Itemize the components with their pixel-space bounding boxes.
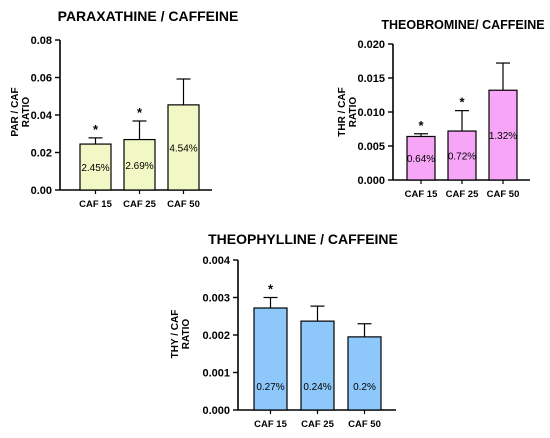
chart-title: THEOBROMINE/ CAFFEINE	[381, 18, 544, 32]
bar	[406, 135, 436, 181]
bar-value-label: 0.64%	[407, 154, 435, 165]
significance-marker: *	[137, 105, 143, 120]
y-tick-label: 0.001	[202, 368, 230, 380]
y-tick-label: 0.02	[31, 148, 52, 160]
x-tick-label: CAF 25	[123, 199, 156, 210]
bar-value-label: 4.54%	[169, 143, 197, 154]
y-axis-label: PAR / CAF RATIO	[10, 87, 32, 136]
y-tick-label: 0.04	[31, 110, 53, 122]
y-axis-label-line: PAR / CAF	[10, 87, 21, 136]
y-axis-label-line: RATIO	[21, 97, 32, 128]
y-axis-label-line: THR / CAF	[337, 87, 348, 136]
bar-value-label: 0.27%	[256, 382, 284, 393]
x-tick-label: CAF 50	[167, 199, 200, 210]
x-tick-label: CAF 15	[405, 189, 438, 200]
y-tick-label: 0.00	[31, 185, 52, 197]
y-axis-label-line: RATIO	[181, 319, 192, 350]
y-tick-label: 0.005	[357, 141, 385, 153]
significance-marker: *	[418, 118, 424, 133]
y-tick-label: 0.06	[31, 73, 52, 85]
bar	[488, 89, 518, 181]
bar	[123, 138, 156, 191]
y-tick-label: 0.08	[31, 35, 52, 47]
theophylline-chart: THEOPHYLLINE / CAFFEINE 0.000 0.001 0.002 0…	[170, 231, 398, 430]
bar-value-label: 2.69%	[125, 161, 153, 172]
y-tick-label: 0.010	[357, 107, 385, 119]
significance-marker: *	[93, 122, 99, 137]
x-tick-label: CAF 15	[254, 419, 287, 430]
theobromine-chart: THEOBROMINE/ CAFFEINE 0.000 0.005 0.010 0.0…	[337, 18, 545, 200]
bar-value-label: 1.32%	[489, 131, 517, 142]
bar	[300, 320, 335, 411]
y-tick-label: 0.000	[202, 405, 230, 417]
bar	[347, 336, 382, 411]
bar	[253, 307, 288, 411]
x-tick-label: CAF 25	[301, 419, 334, 430]
bar-value-label: 0.2%	[353, 382, 376, 393]
x-tick-label: CAF 15	[79, 199, 112, 210]
y-axis-label: THR / CAF RATIO	[337, 87, 359, 136]
x-tick-label: CAF 50	[487, 189, 520, 200]
y-tick-label: 0.003	[202, 293, 230, 305]
significance-marker: *	[268, 282, 274, 297]
bar	[167, 104, 200, 191]
y-tick-label: 0.004	[202, 255, 230, 267]
x-tick-label: CAF 25	[446, 189, 479, 200]
chart-title: PARAXATHINE / CAFFEINE	[58, 8, 239, 24]
y-tick-label: 0.002	[202, 330, 230, 342]
bar	[79, 143, 112, 191]
y-tick-label: 0.015	[357, 73, 385, 85]
chart-title: THEOPHYLLINE / CAFFEINE	[208, 231, 398, 247]
y-axis-label: THY / CAF RATIO	[170, 310, 192, 359]
y-tick-label: 0.020	[357, 39, 385, 51]
bar-value-label: 0.24%	[303, 382, 331, 393]
bar-value-label: 2.45%	[81, 163, 109, 174]
bar-value-label: 0.72%	[448, 152, 476, 163]
paraxanthine-chart: PARAXATHINE / CAFFEINE 0.00 0.02 0.04 0.06 0…	[10, 8, 238, 210]
y-tick-label: 0.000	[357, 175, 385, 187]
y-axis-label-line: THY / CAF	[170, 310, 181, 359]
significance-marker: *	[459, 95, 465, 110]
y-axis-label-line: RATIO	[348, 97, 359, 128]
x-tick-label: CAF 50	[348, 419, 381, 430]
